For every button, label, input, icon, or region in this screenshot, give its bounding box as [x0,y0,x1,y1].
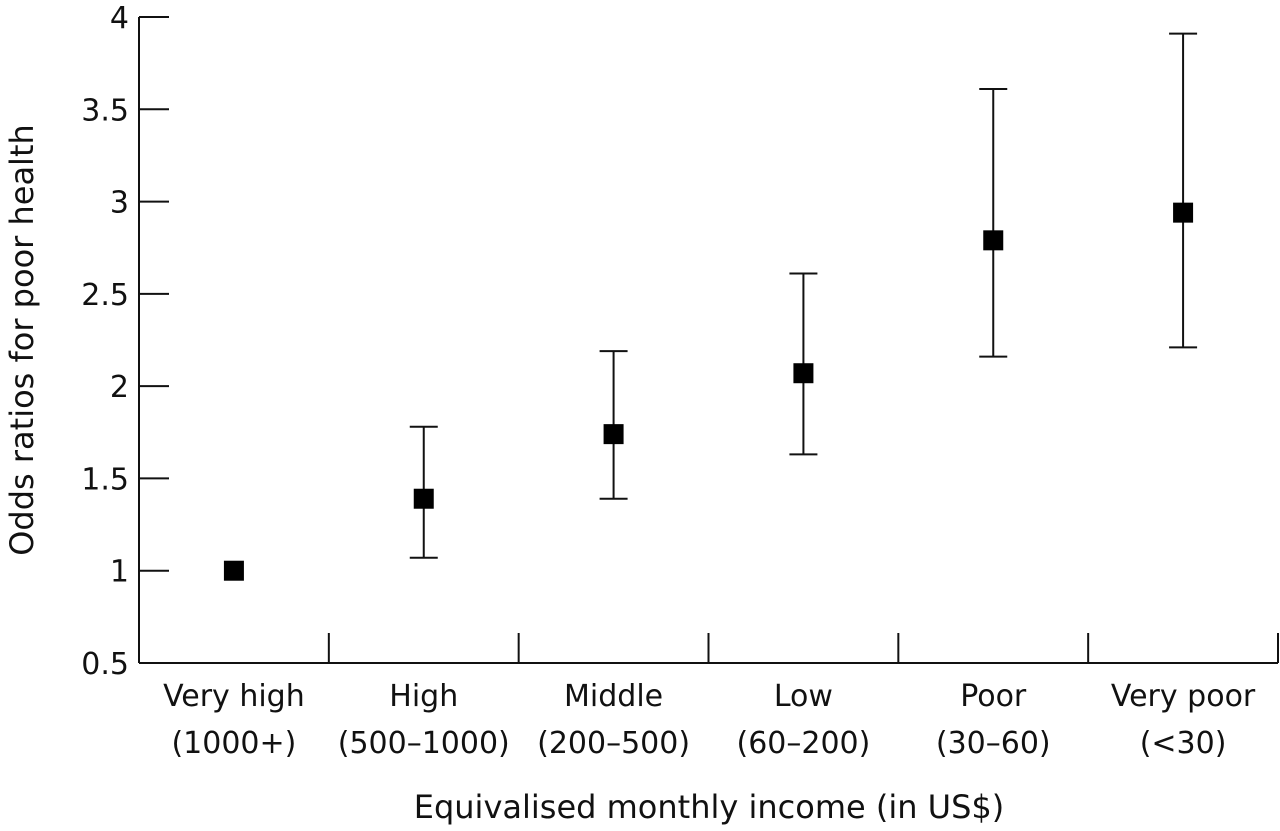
x-tick-label: (30–60) [936,726,1051,761]
x-axis-title: Equivalised monthly income (in US$) [414,788,1005,826]
data-points [223,202,1194,581]
x-tick-label: (500–1000) [338,726,510,761]
x-tick-label: (1000+) [171,726,296,761]
y-tick-label: 0.5 [81,647,129,682]
y-tick-label: 3.5 [81,93,129,128]
error-bar [979,87,1008,358]
data-point-marker [983,230,1004,251]
x-tick-label: (60–200) [736,726,870,761]
x-tick-label: (<30) [1140,726,1227,761]
axes [138,17,1278,664]
x-tick-label: Very high [163,679,305,714]
x-tick-label: Low [774,679,833,714]
data-point-marker [413,488,434,509]
x-tick-label: Very poor [1111,679,1256,714]
x-tick-label: Middle [564,679,663,714]
data-point-marker [1173,202,1194,223]
y-tick-label: 1 [110,555,129,590]
x-tick-label: Poor [960,679,1027,714]
y-axis-ticks: 0.5 1 1.5 2 2.5 3 3.5 4 [81,1,169,682]
y-tick-label: 1.5 [81,462,129,497]
error-bar [1169,32,1198,349]
x-tick-label: High [389,679,458,714]
error-bars [409,32,1198,559]
y-tick-label: 2 [110,370,129,405]
x-tick-label: (200–500) [537,726,690,761]
y-axis-title: Odds ratios for poor health [3,124,41,556]
data-point-marker [223,560,244,581]
data-point-marker [793,363,814,384]
y-tick-label: 2.5 [81,278,129,313]
y-tick-label: 3 [110,186,129,221]
data-point-marker [603,424,624,445]
x-axis-ticks: Very high (1000+) High (500–1000) Middle (200… [163,633,1279,761]
y-tick-label: 4 [110,1,129,36]
